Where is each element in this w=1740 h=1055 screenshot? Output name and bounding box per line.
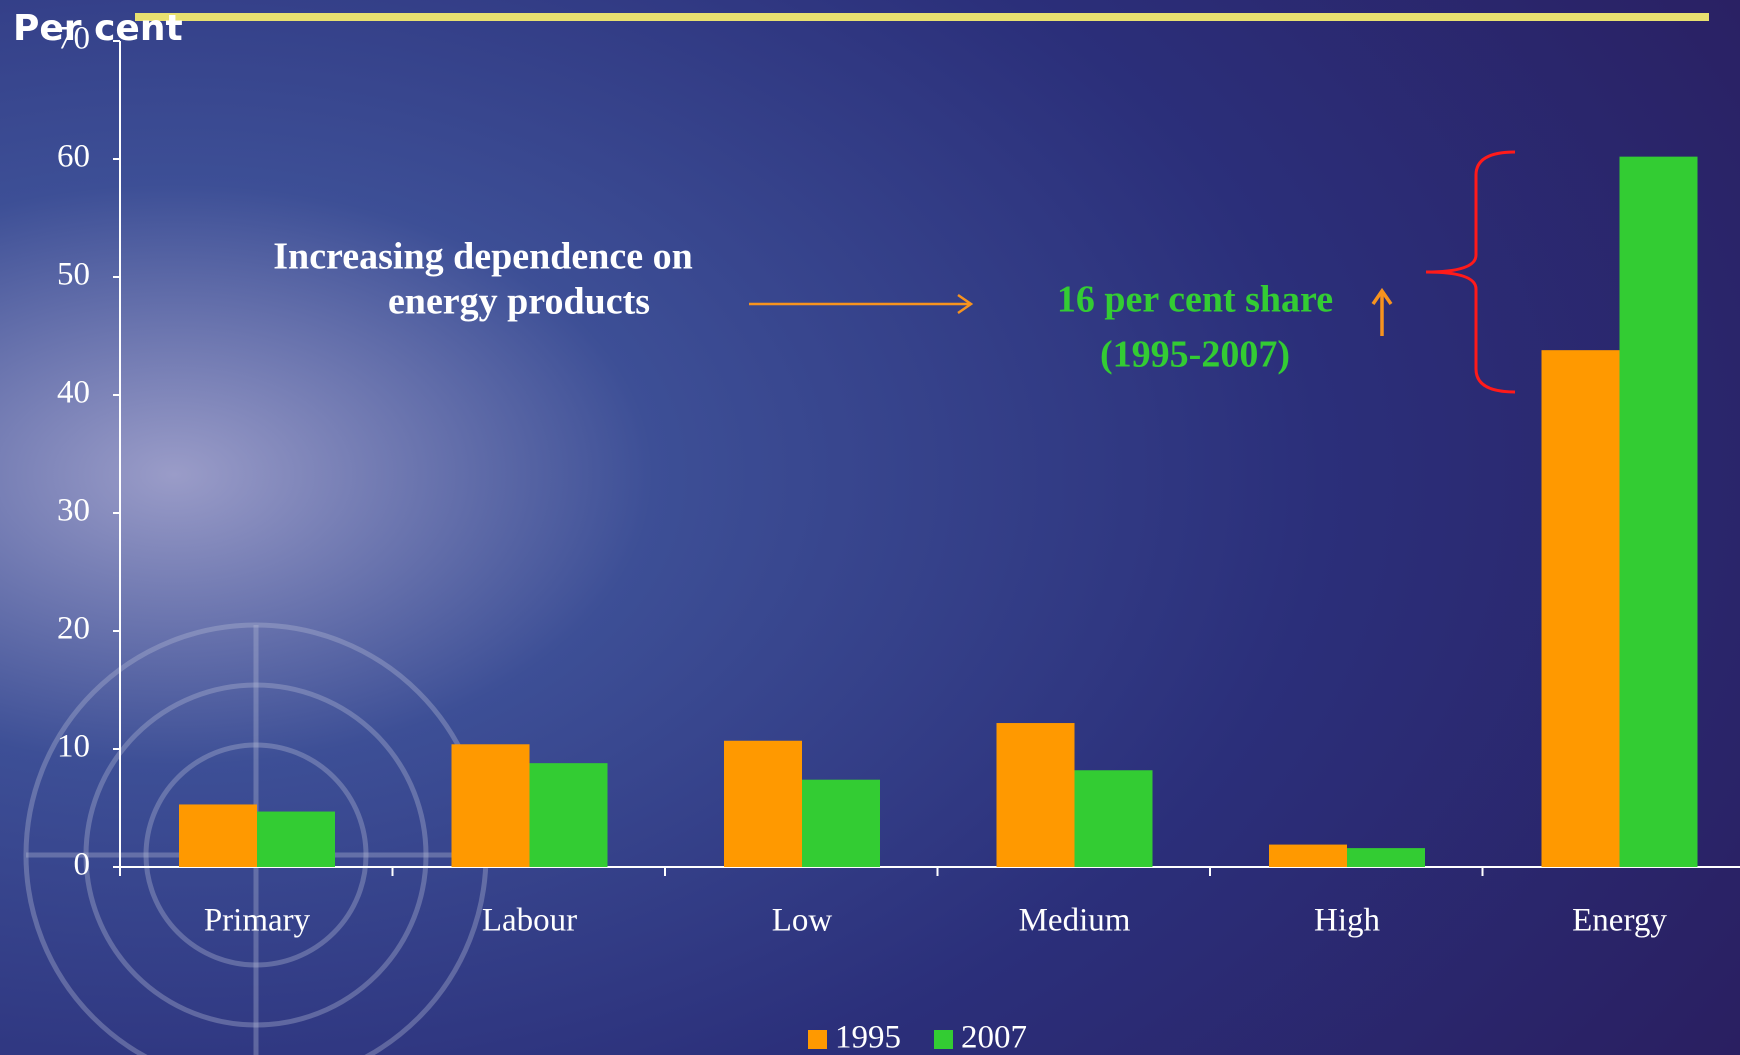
legend-label: 2007 [961, 1020, 1027, 1055]
y-tick-label: 20 [57, 611, 90, 647]
bar [1269, 844, 1347, 867]
x-tick-label: Primary [204, 903, 311, 939]
bar [802, 779, 880, 867]
brace [1425, 150, 1516, 394]
bar [529, 763, 608, 867]
annotation: Increasing dependence on [273, 236, 692, 278]
y-tick-label: 40 [57, 375, 90, 411]
x-tick-label: Low [772, 903, 833, 939]
y-tick-label: 10 [57, 729, 90, 765]
y-tick-label: 30 [57, 493, 90, 529]
bar [1074, 770, 1153, 867]
bar [257, 811, 335, 867]
bar [451, 744, 530, 867]
bar [1541, 350, 1620, 867]
y-tick-label: 50 [57, 257, 90, 293]
bar [724, 740, 802, 867]
x-tick-label: Energy [1572, 903, 1667, 939]
top-bar [135, 13, 1709, 21]
annotation: 16 per cent share [1057, 279, 1333, 321]
legend-label: 1995 [835, 1020, 901, 1055]
x-tick-label: Labour [482, 903, 577, 939]
arrow [749, 293, 974, 315]
bar [1619, 156, 1698, 867]
y-tick-label: 0 [74, 847, 91, 883]
legend-swatch [934, 1030, 953, 1049]
y-tick-label: 70 [57, 21, 90, 57]
up-arrow [1371, 287, 1393, 336]
y-tick-label: 60 [57, 139, 90, 175]
bar [996, 723, 1075, 867]
bar [1347, 848, 1425, 867]
legend-swatch [808, 1030, 827, 1049]
bar [179, 804, 257, 867]
annotation: (1995-2007) [1100, 334, 1290, 376]
annotation: energy products [388, 281, 650, 323]
x-tick-label: Medium [1019, 903, 1131, 939]
chart-title: Per cent [13, 8, 183, 49]
x-tick-label: High [1314, 903, 1381, 939]
